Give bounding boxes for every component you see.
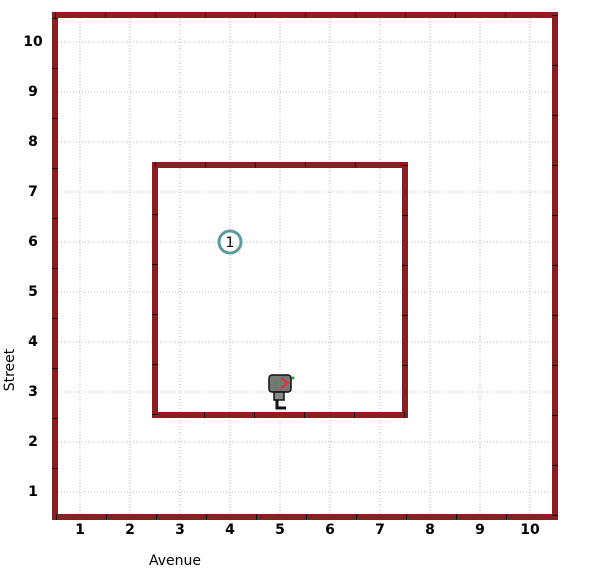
x-tick-label: 6 — [325, 522, 335, 538]
y-tick-label: 7 — [28, 184, 38, 200]
x-tick-label: 10 — [520, 522, 540, 538]
x-tick-label: 3 — [175, 522, 185, 538]
robot-antenna — [291, 376, 295, 380]
x-tick-label: 5 — [275, 522, 285, 538]
robot-body — [273, 391, 285, 401]
outer-wall-joints — [52, 12, 558, 520]
x-axis-label: Avenue — [149, 553, 201, 569]
token — [217, 229, 243, 255]
robot-eye — [280, 377, 290, 389]
y-tick-label: 6 — [28, 234, 38, 250]
y-tick-label: 2 — [28, 434, 38, 450]
robot-dot — [274, 381, 278, 385]
inner-wall — [152, 162, 408, 418]
x-tick-label: 2 — [125, 522, 135, 538]
x-tick-label: 4 — [225, 522, 235, 538]
robot-leg — [275, 400, 286, 410]
y-tick-label: 8 — [28, 134, 38, 150]
y-axis-label: Street — [2, 348, 18, 391]
y-tick-label: 4 — [28, 334, 38, 350]
x-tick-label: 9 — [475, 522, 485, 538]
y-tick-label: 3 — [28, 384, 38, 400]
robot — [268, 374, 295, 410]
y-tick-label: 5 — [28, 284, 38, 300]
x-tick-label: 7 — [375, 522, 385, 538]
x-tick-label: 1 — [75, 522, 85, 538]
token-count: 1 — [226, 235, 235, 251]
y-tick-label: 1 — [28, 484, 38, 500]
y-tick-label: 10 — [23, 34, 43, 50]
y-tick-label: 9 — [28, 84, 38, 100]
x-tick-label: 8 — [425, 522, 435, 538]
